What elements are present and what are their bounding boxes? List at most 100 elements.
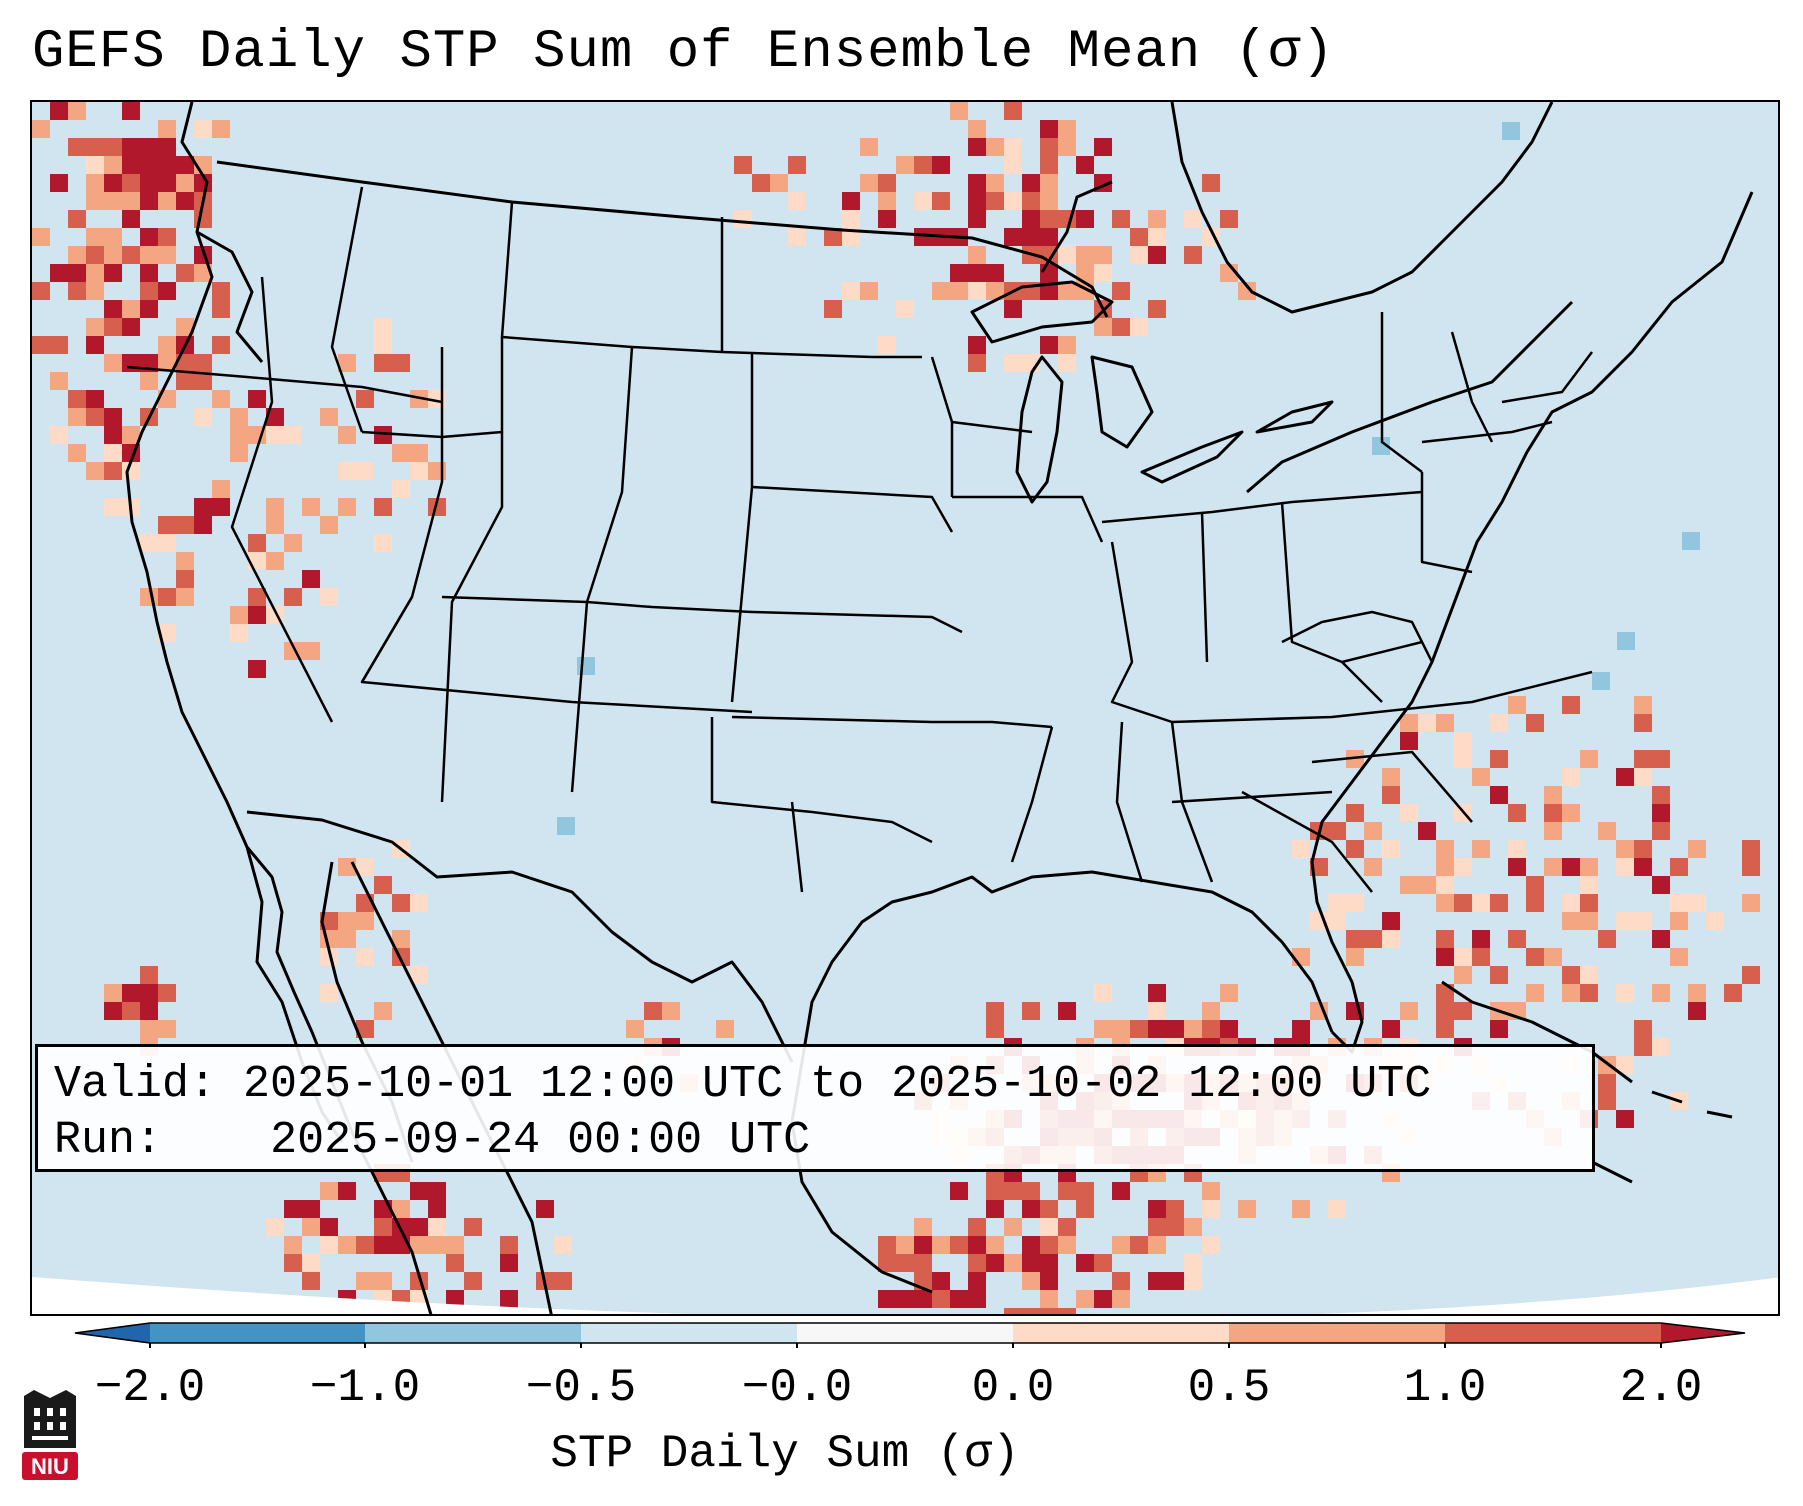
stp-field-cell [302,1200,320,1218]
logo-text: NIU [31,1454,69,1479]
stp-field-cell [1436,858,1454,876]
stp-field-cell [158,120,176,138]
stp-field-cell [734,210,752,228]
stp-field-cell [824,228,842,246]
stp-field-cell [158,390,176,408]
stp-field-cell [194,408,212,426]
colorbar-bin [797,1323,1013,1343]
stp-field-cell [860,174,878,192]
stp-field-cell [320,1182,338,1200]
stp-field-cell [1184,1218,1202,1236]
stp-field-cell [1058,246,1076,264]
stp-field-cell [1112,1182,1130,1200]
stp-field-cell [1508,840,1526,858]
stp-field-cell [1562,696,1580,714]
lake-huron [1090,355,1154,449]
stp-field-cell [1490,750,1508,768]
stp-field-cell [266,516,284,534]
stp-field-cell [122,192,140,210]
stp-field-cell-negative [1617,632,1635,650]
stp-field-cell [176,516,194,534]
stp-field-cell [122,246,140,264]
stp-field-cell [1094,1254,1112,1272]
stp-field-cell [1004,354,1022,372]
stp-field-cell [1634,912,1652,930]
stp-field-cell [1454,894,1472,912]
stp-field-cell [50,426,68,444]
stp-field-cell [1220,1020,1238,1038]
stp-field-cell [320,948,338,966]
stp-field-cell [392,894,410,912]
stp-field-cell [1346,750,1364,768]
stp-field-cell [230,606,248,624]
stp-field-cell [968,336,986,354]
colorbar-tick-label: −0.0 [741,1362,853,1414]
stp-field-cell [266,408,284,426]
stp-field-cell [1364,858,1382,876]
stp-field-cell [1526,894,1544,912]
stp-field-cell [986,1020,1004,1038]
stp-field-cell [1436,930,1454,948]
stp-field-cell [68,282,86,300]
stp-field-cell [410,462,428,480]
stp-field-cell [464,1272,482,1290]
stp-field-cell [104,1002,122,1020]
stp-field-cell [140,174,158,192]
stp-field-cell [1688,840,1706,858]
stp-field-cell [140,1020,158,1038]
stp-field-cell [212,120,230,138]
stp-field-cell [284,1254,302,1272]
stp-field-cell [1004,102,1022,120]
stp-field-cell [68,264,86,282]
stp-field-cell [194,498,212,516]
stp-field-cell [122,156,140,174]
stp-field-cell [86,228,104,246]
stp-field-cell [986,1182,1004,1200]
stp-field-cell [104,354,122,372]
stp-field-cell [50,336,68,354]
stp-field-cell [1112,1020,1130,1038]
stp-field-cell [158,336,176,354]
stp-field-cell [914,1236,932,1254]
stp-field-cell [1292,1200,1310,1218]
stp-field-cell [1562,768,1580,786]
stp-field-cell [1328,894,1346,912]
stp-field-cell [1094,264,1112,282]
stp-field-cell [1472,930,1490,948]
stp-field-cell [500,1254,518,1272]
stp-field-cell [1472,840,1490,858]
stp-field-cell [1634,768,1652,786]
stp-field-cell [1454,966,1472,984]
stp-field-cell [896,156,914,174]
stp-field-cell [1022,1200,1040,1218]
stp-field-cell [1436,840,1454,858]
stp-field-cell [1130,246,1148,264]
stp-field-cell [392,1200,410,1218]
stp-field-cell [50,102,68,120]
colorbar-bin [1445,1323,1661,1343]
stp-field-cell [536,1200,554,1218]
colorbar-tick-label: −0.5 [525,1362,637,1414]
stp-field-cell [158,588,176,606]
stp-field-cell [158,174,176,192]
stp-field-cell [104,408,122,426]
stp-field-cell [950,1182,968,1200]
stp-field-cell [68,408,86,426]
stp-field-cell [968,354,986,372]
stp-field-cell [212,480,230,498]
colorbar-tick-label: 0.0 [971,1362,1055,1414]
stp-field-cell [1112,1290,1130,1308]
stp-field-cell [104,228,122,246]
stp-field-cell [176,156,194,174]
stp-field-cell [302,498,320,516]
stp-field-cell [1058,354,1076,372]
stp-field-cell [842,228,860,246]
stp-field-cell [1040,1236,1058,1254]
stp-field-cell [950,1236,968,1254]
stp-field-cell [1418,714,1436,732]
stp-field-cell [1346,894,1364,912]
stp-field-cell [1634,750,1652,768]
stp-field-cell [986,1236,1004,1254]
stp-field-cell [932,1290,950,1308]
stp-field-cell [1490,786,1508,804]
